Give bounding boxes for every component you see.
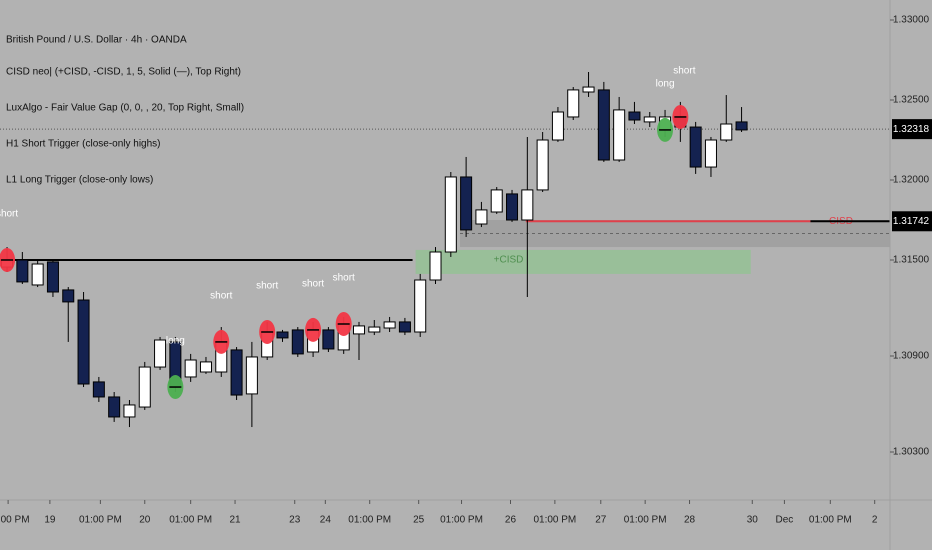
x-tick-label: 28 bbox=[684, 515, 696, 526]
candle-body bbox=[689, 126, 702, 168]
price-badge bbox=[892, 119, 932, 140]
signal-label: long bbox=[166, 336, 185, 347]
x-tick-label: 01:00 PM bbox=[348, 515, 391, 526]
chart-title: British Pound / U.S. Dollar · 4h · OANDA bbox=[6, 35, 187, 46]
candle-body bbox=[582, 86, 595, 93]
candle-body bbox=[199, 361, 212, 373]
candle-body bbox=[628, 111, 641, 121]
x-tick-label: 01:00 PM bbox=[440, 515, 483, 526]
x-tick-label: 20 bbox=[139, 515, 151, 526]
x-tick-label: 26 bbox=[505, 515, 517, 526]
x-tick-label: 01:00 PM bbox=[0, 515, 30, 526]
candle-body bbox=[276, 331, 289, 339]
x-tick-label: 01:00 PM bbox=[624, 515, 667, 526]
candle-body bbox=[536, 139, 549, 191]
candle-body bbox=[475, 209, 488, 225]
candle-body bbox=[735, 121, 748, 131]
candle-body bbox=[567, 89, 580, 118]
candle-body bbox=[720, 123, 733, 141]
x-tick-label: 01:00 PM bbox=[809, 515, 852, 526]
candle-body bbox=[597, 89, 610, 161]
candle-body bbox=[429, 251, 442, 281]
fvg-zone bbox=[459, 220, 890, 248]
candle-body bbox=[444, 176, 457, 253]
y-tick-label: 1.31500 bbox=[893, 255, 930, 266]
candle-body bbox=[383, 321, 396, 329]
indicator-label: LuxAlgo - Fair Value Gap (0, 0, , 20, To… bbox=[6, 103, 244, 114]
candle-body bbox=[460, 176, 473, 231]
candle-body bbox=[506, 193, 519, 221]
signal-label: long bbox=[656, 79, 675, 90]
x-tick-label: 01:00 PM bbox=[169, 515, 212, 526]
candle-body bbox=[521, 189, 534, 221]
candle-body bbox=[154, 339, 167, 368]
indicator-label: L1 Long Trigger (close-only lows) bbox=[6, 175, 153, 186]
candle-body bbox=[291, 329, 304, 355]
candle-body bbox=[31, 263, 44, 286]
y-tick-label: 1.32000 bbox=[893, 175, 930, 186]
candle-body bbox=[123, 404, 136, 418]
signal-label: short bbox=[302, 279, 324, 290]
candle-body bbox=[368, 326, 381, 333]
signal-label: short bbox=[333, 273, 355, 284]
candle-body bbox=[490, 189, 503, 213]
candle-body bbox=[613, 109, 626, 161]
signal-label: short bbox=[0, 209, 18, 220]
candle-body bbox=[62, 289, 75, 303]
candle-body bbox=[77, 299, 90, 385]
price-badge-label: 1.31742 bbox=[893, 216, 930, 227]
candle-body bbox=[322, 329, 335, 350]
indicator-label: CISD neo| (+CISD, -CISD, 1, 5, Solid (—)… bbox=[6, 67, 241, 78]
candle-body bbox=[414, 279, 427, 333]
candle-body bbox=[398, 321, 411, 333]
y-tick-label: 1.30300 bbox=[893, 447, 930, 458]
candle-body bbox=[16, 259, 29, 283]
x-tick-label: Dec bbox=[776, 515, 794, 526]
candle-body bbox=[230, 349, 243, 396]
candle-body bbox=[46, 261, 59, 293]
x-tick-label: 24 bbox=[320, 515, 332, 526]
signal-label: short bbox=[210, 291, 232, 302]
x-tick-label: 27 bbox=[595, 515, 607, 526]
candle-body bbox=[704, 139, 717, 168]
price-badge-label: 1.32318 bbox=[893, 124, 930, 135]
y-tick-label: 1.30900 bbox=[893, 351, 930, 362]
x-tick-label: 23 bbox=[289, 515, 301, 526]
x-tick-label: 01:00 PM bbox=[533, 515, 576, 526]
candle-body bbox=[108, 396, 121, 418]
signal-label: short bbox=[256, 281, 278, 292]
candle-body bbox=[352, 325, 366, 335]
y-tick-label: 1.33000 bbox=[893, 15, 930, 26]
candle-body bbox=[551, 111, 564, 141]
candle-body bbox=[92, 381, 105, 398]
x-tick-label: 25 bbox=[413, 515, 425, 526]
cisd-label: +CISD bbox=[494, 255, 524, 266]
x-tick-label: 19 bbox=[44, 515, 56, 526]
candle-body bbox=[245, 356, 258, 395]
x-tick-label: 01:00 PM bbox=[79, 515, 122, 526]
candle-body bbox=[643, 116, 656, 123]
x-tick-label: 2 bbox=[872, 515, 878, 526]
x-tick-label: 30 bbox=[747, 515, 759, 526]
candle-body bbox=[184, 359, 197, 378]
indicator-label: H1 Short Trigger (close-only highs) bbox=[6, 139, 161, 150]
candle-body bbox=[138, 366, 151, 408]
fvg-zone bbox=[415, 249, 751, 274]
x-tick-label: 21 bbox=[229, 515, 241, 526]
y-tick-label: 1.32500 bbox=[893, 95, 930, 106]
signal-label: short bbox=[673, 66, 695, 77]
price-badge bbox=[892, 211, 932, 232]
